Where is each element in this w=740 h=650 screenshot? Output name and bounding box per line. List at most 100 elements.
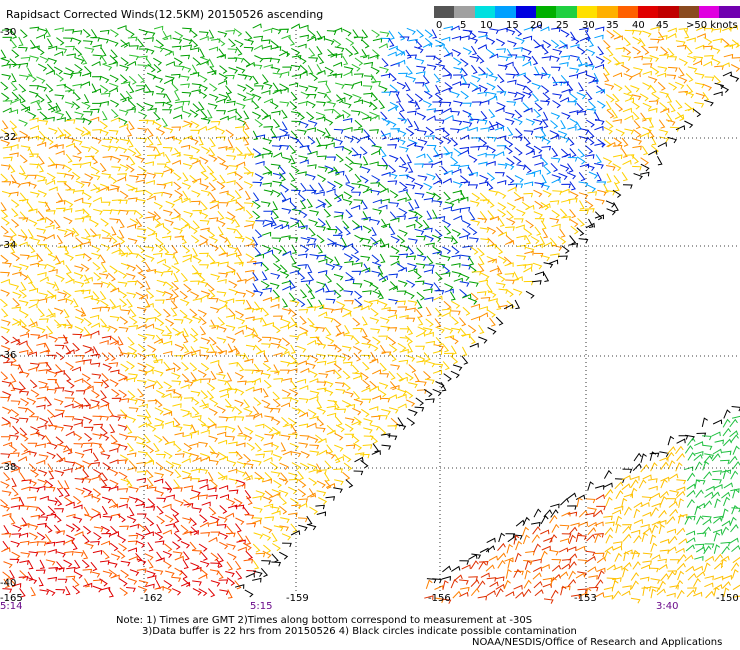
wind-barb bbox=[191, 234, 200, 244]
wind-barb bbox=[65, 119, 76, 124]
wind-barb bbox=[371, 29, 381, 38]
wind-barb bbox=[324, 136, 335, 143]
wind-barb bbox=[594, 26, 605, 32]
wind-barb bbox=[675, 579, 684, 589]
wind-barb bbox=[343, 92, 353, 100]
wind-barb bbox=[260, 567, 269, 578]
wind-barb bbox=[540, 515, 549, 525]
wind-barb bbox=[720, 62, 730, 68]
wind-barb bbox=[236, 469, 246, 477]
wind-barb bbox=[226, 100, 236, 106]
wind-barb bbox=[523, 192, 534, 198]
wind-barb bbox=[487, 309, 496, 318]
wind-barb bbox=[675, 462, 683, 472]
wind-barb bbox=[153, 478, 164, 484]
wind-barb bbox=[658, 31, 665, 41]
wind-barb bbox=[47, 38, 53, 48]
wind-barb bbox=[10, 174, 17, 184]
wind-barb bbox=[62, 290, 72, 299]
wind-barb bbox=[138, 403, 148, 409]
wind-barb bbox=[200, 189, 211, 197]
wind-barb bbox=[495, 107, 505, 113]
wind-barb bbox=[246, 442, 256, 451]
wind-barb bbox=[297, 264, 308, 269]
wind-barb bbox=[515, 224, 525, 230]
wind-barb bbox=[48, 103, 56, 113]
wind-barb bbox=[280, 402, 291, 408]
wind-barb bbox=[199, 220, 210, 225]
wind-barb bbox=[308, 219, 319, 226]
wind-barb bbox=[650, 578, 661, 584]
wind-barb bbox=[505, 162, 515, 171]
wind-barb bbox=[174, 91, 181, 102]
wind-barb bbox=[496, 265, 503, 275]
wind-barb bbox=[38, 369, 48, 374]
wind-barb bbox=[461, 346, 468, 356]
wind-barb bbox=[138, 48, 149, 54]
wind-barb bbox=[73, 495, 82, 505]
wind-barb bbox=[200, 110, 208, 120]
wind-barb bbox=[217, 471, 226, 481]
wind-barb bbox=[173, 105, 183, 111]
wind-barb bbox=[443, 373, 452, 382]
wind-barb bbox=[450, 110, 461, 116]
wind-barb bbox=[281, 235, 291, 240]
wind-barb bbox=[516, 235, 526, 240]
wind-barb bbox=[433, 153, 443, 158]
wind-barb bbox=[513, 288, 523, 296]
wind-barb bbox=[254, 229, 263, 239]
wind-barb bbox=[594, 552, 605, 558]
wind-barb bbox=[381, 171, 391, 177]
wind-barb bbox=[369, 317, 380, 324]
wind-barb bbox=[569, 148, 577, 158]
wind-barb bbox=[497, 163, 508, 169]
wind-barb bbox=[126, 360, 135, 370]
wind-barb bbox=[388, 30, 395, 40]
wind-barb bbox=[172, 551, 183, 557]
wind-barb bbox=[354, 456, 364, 463]
wind-barb bbox=[693, 56, 704, 62]
wind-barb bbox=[216, 54, 226, 59]
wind-barb bbox=[208, 236, 219, 244]
wind-barb bbox=[182, 163, 193, 170]
wind-barb bbox=[345, 278, 355, 284]
wind-barb bbox=[109, 485, 119, 491]
wind-barb bbox=[200, 362, 210, 372]
wind-barb bbox=[74, 217, 85, 223]
wind-barb bbox=[290, 523, 298, 533]
wind-barb bbox=[263, 249, 274, 255]
wind-barb bbox=[478, 31, 488, 37]
wind-barb bbox=[522, 534, 530, 545]
wind-barb bbox=[82, 192, 92, 201]
wind-barb bbox=[477, 44, 488, 50]
wind-barb bbox=[226, 336, 236, 344]
wind-barb bbox=[676, 562, 686, 571]
wind-barb bbox=[417, 129, 427, 136]
wind-barb bbox=[189, 225, 198, 234]
wind-barb bbox=[540, 201, 550, 211]
wind-barb bbox=[551, 178, 561, 184]
wind-barb bbox=[344, 433, 355, 439]
wind-barb bbox=[576, 102, 584, 112]
wind-barb bbox=[64, 480, 70, 490]
wind-barb bbox=[279, 28, 289, 34]
wind-barb bbox=[9, 416, 20, 424]
wind-barb bbox=[443, 67, 452, 77]
wind-barb bbox=[334, 432, 344, 441]
wind-barb bbox=[118, 290, 128, 299]
wind-barb bbox=[441, 101, 452, 107]
wind-barb bbox=[443, 327, 454, 334]
wind-barb bbox=[57, 291, 68, 298]
wind-barb bbox=[20, 106, 31, 111]
wind-barb bbox=[111, 242, 121, 248]
wind-barb bbox=[451, 229, 461, 237]
wind-barb bbox=[343, 462, 353, 472]
wind-barb bbox=[432, 200, 443, 206]
wind-barb bbox=[297, 129, 307, 135]
wind-barb bbox=[208, 435, 218, 443]
wind-barb bbox=[325, 483, 336, 488]
wind-barb bbox=[262, 74, 269, 84]
wind-barb bbox=[435, 336, 443, 346]
wind-barb bbox=[731, 504, 739, 515]
wind-barb bbox=[246, 92, 256, 100]
